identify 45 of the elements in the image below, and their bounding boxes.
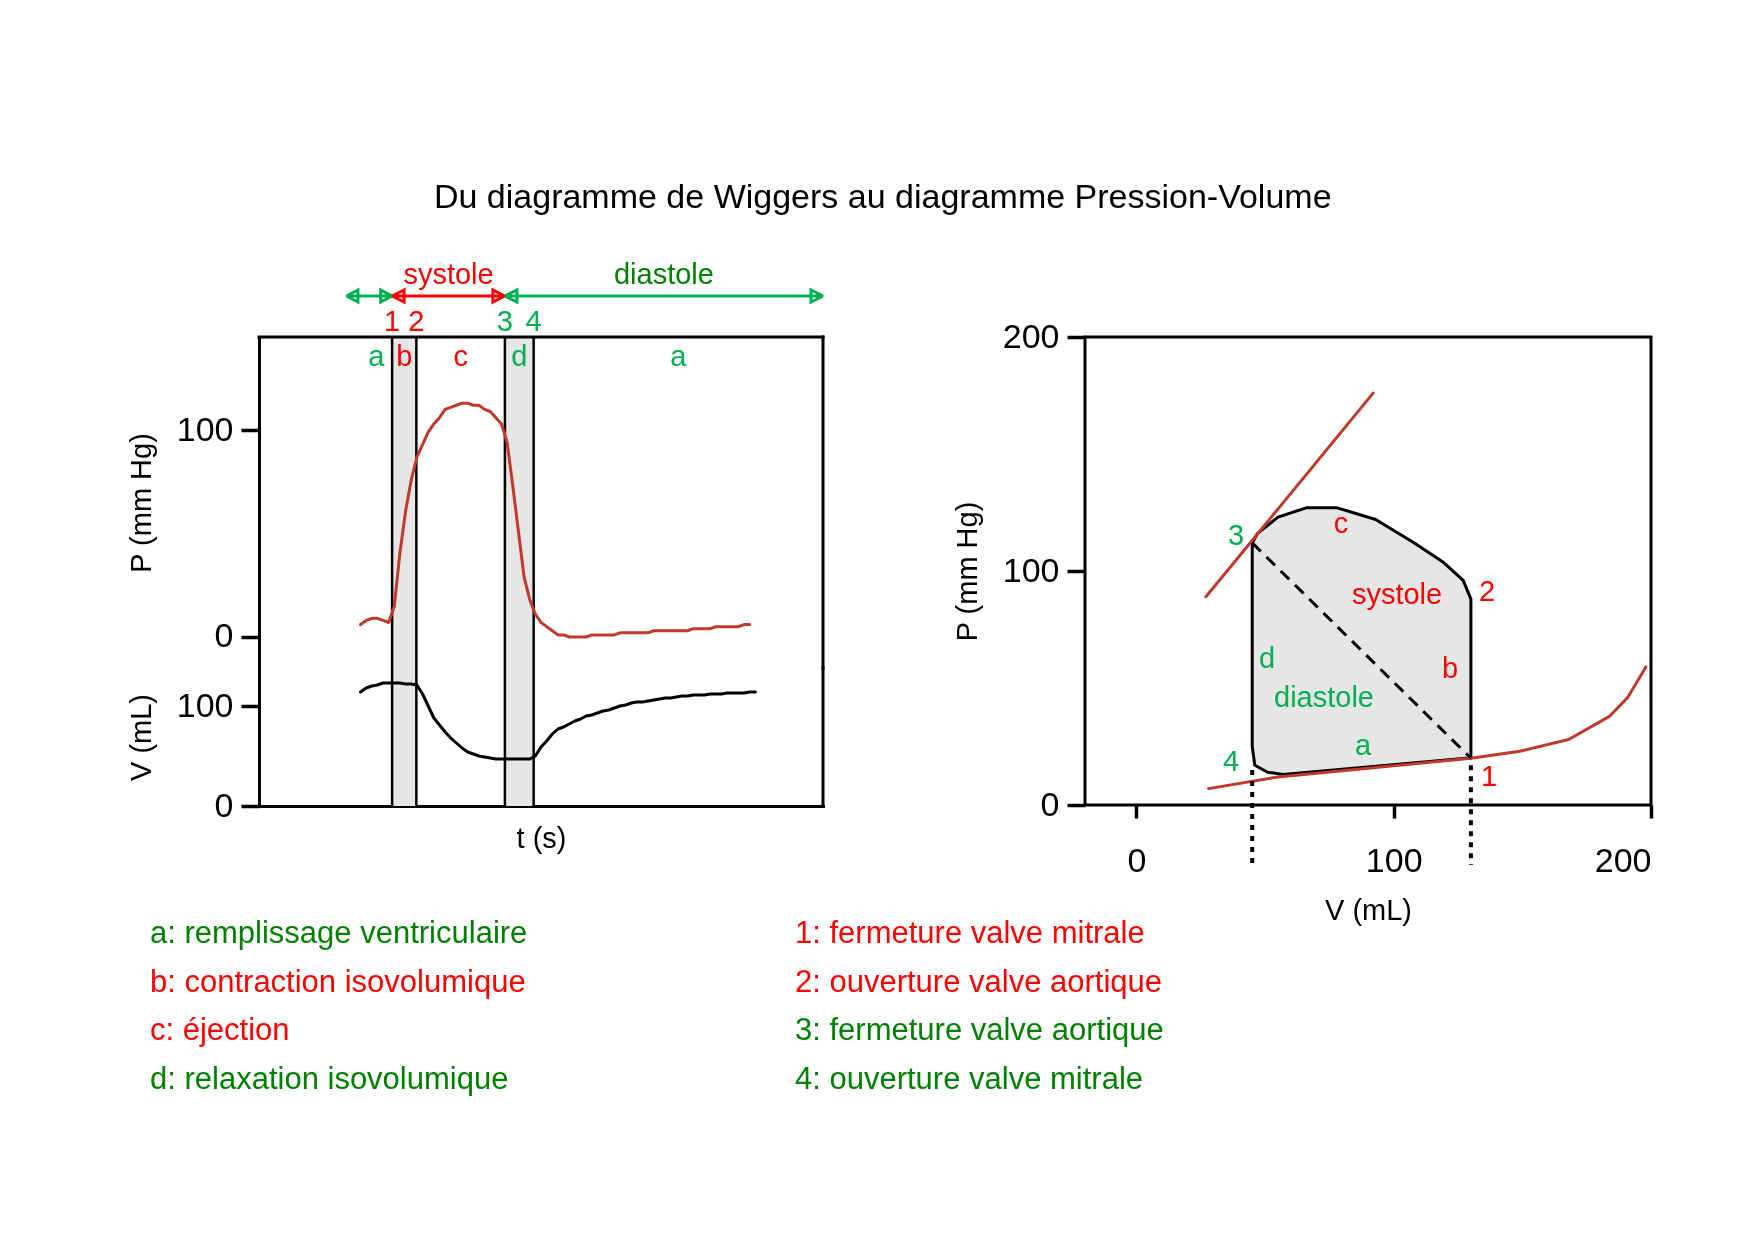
text: 3: fermeture valve aortique — [795, 1012, 1164, 1047]
annotation: a — [670, 340, 688, 372]
annotation: 3 — [496, 305, 513, 337]
annotation: c — [1333, 507, 1349, 539]
text: b: contraction isovolumique — [150, 963, 526, 999]
annotation: 2 — [1478, 575, 1496, 607]
annotation: diastole — [1274, 681, 1374, 713]
y-tick-label: 200 — [1002, 316, 1060, 355]
text: 1: fermeture valve mitrale — [795, 915, 1145, 950]
annotation: a — [1354, 729, 1372, 761]
annotation: 4 — [525, 305, 542, 337]
annotation: d — [1258, 642, 1276, 674]
annotation: 3 — [1227, 519, 1245, 551]
annotation: b — [1441, 652, 1459, 684]
annotation: a — [368, 340, 386, 372]
y-axis-title: V (mL) — [124, 694, 157, 781]
annotation: 4 — [1222, 745, 1240, 777]
y-tick-label: 0 — [214, 785, 234, 824]
text: a: remplissage ventriculaire — [150, 915, 528, 950]
y-tick-label: 100 — [176, 409, 234, 448]
annotation: d — [511, 340, 528, 372]
text: c: éjection — [150, 1012, 290, 1047]
y-tick-label: 0 — [1040, 784, 1060, 823]
text: 4: ouverture valve mitrale — [795, 1060, 1144, 1096]
y-tick-label: 100 — [1002, 550, 1060, 589]
y-axis-title: P (mm Hg) — [124, 433, 157, 573]
annotation: 2 — [408, 305, 425, 337]
x-axis-title: t (s) — [516, 821, 567, 854]
annotation: 1 — [384, 305, 401, 337]
annotation: b — [396, 340, 413, 372]
x-axis-title: V (mL) — [1325, 893, 1412, 926]
y-tick-label: 100 — [176, 685, 234, 724]
y-axis-title: P (mm Hg) — [950, 501, 983, 642]
y-tick-label: 0 — [214, 616, 234, 655]
annotation: 1 — [1480, 760, 1498, 792]
x-tick-label: 100 — [1365, 840, 1423, 879]
annotation: systole — [1351, 578, 1443, 610]
text: systole — [403, 258, 494, 290]
x-tick-label: 200 — [1594, 840, 1652, 879]
text: 2: ouverture valve aortique — [795, 963, 1163, 999]
text: d: relaxation isovolumique — [150, 1060, 509, 1096]
annotation: c — [453, 340, 468, 372]
text: diastole — [613, 258, 714, 290]
x-tick-label: 0 — [1127, 840, 1147, 879]
chart-title: Du diagramme de Wiggers au diagramme Pression-Volume — [433, 177, 1332, 215]
